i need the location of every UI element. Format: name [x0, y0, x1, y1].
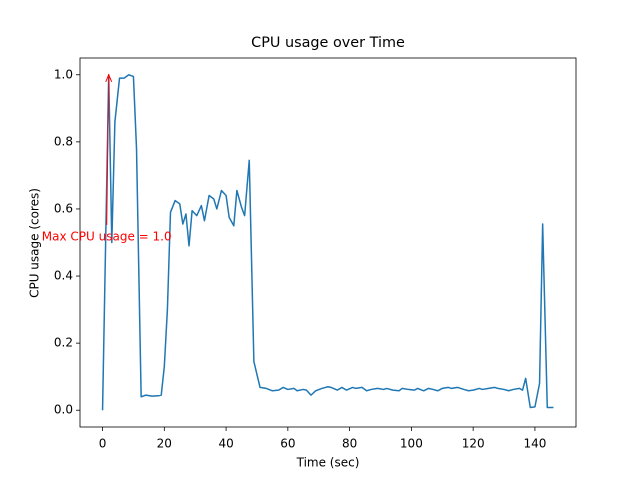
y-tick-label: 0.6: [54, 201, 73, 215]
x-tick-label: 140: [523, 437, 546, 451]
x-tick-label: 60: [280, 437, 295, 451]
y-axis-label: CPU usage (cores): [28, 188, 42, 298]
x-tick-label: 120: [462, 437, 485, 451]
x-axis-label: Time (sec): [296, 456, 360, 470]
y-tick-label: 0.8: [54, 134, 73, 148]
annotation-text: Max CPU usage = 1.0: [42, 230, 172, 244]
annotation-arrowhead: [105, 73, 113, 82]
chart-title: CPU usage over Time: [251, 35, 405, 51]
x-tick-label: 20: [157, 437, 172, 451]
y-tick-label: 0.4: [54, 269, 73, 283]
x-tick-label: 80: [342, 437, 357, 451]
y-tick-label: 1.0: [54, 67, 73, 81]
x-tick-label: 40: [218, 437, 233, 451]
annotation-arrow: [106, 74, 110, 226]
data-line: [101, 74, 554, 411]
axes-frame: [79, 57, 577, 428]
x-tick-label: 0: [99, 437, 107, 451]
y-tick-label: 0.0: [54, 403, 73, 417]
x-tick-label: 100: [400, 437, 423, 451]
y-tick-label: 0.2: [54, 336, 73, 350]
